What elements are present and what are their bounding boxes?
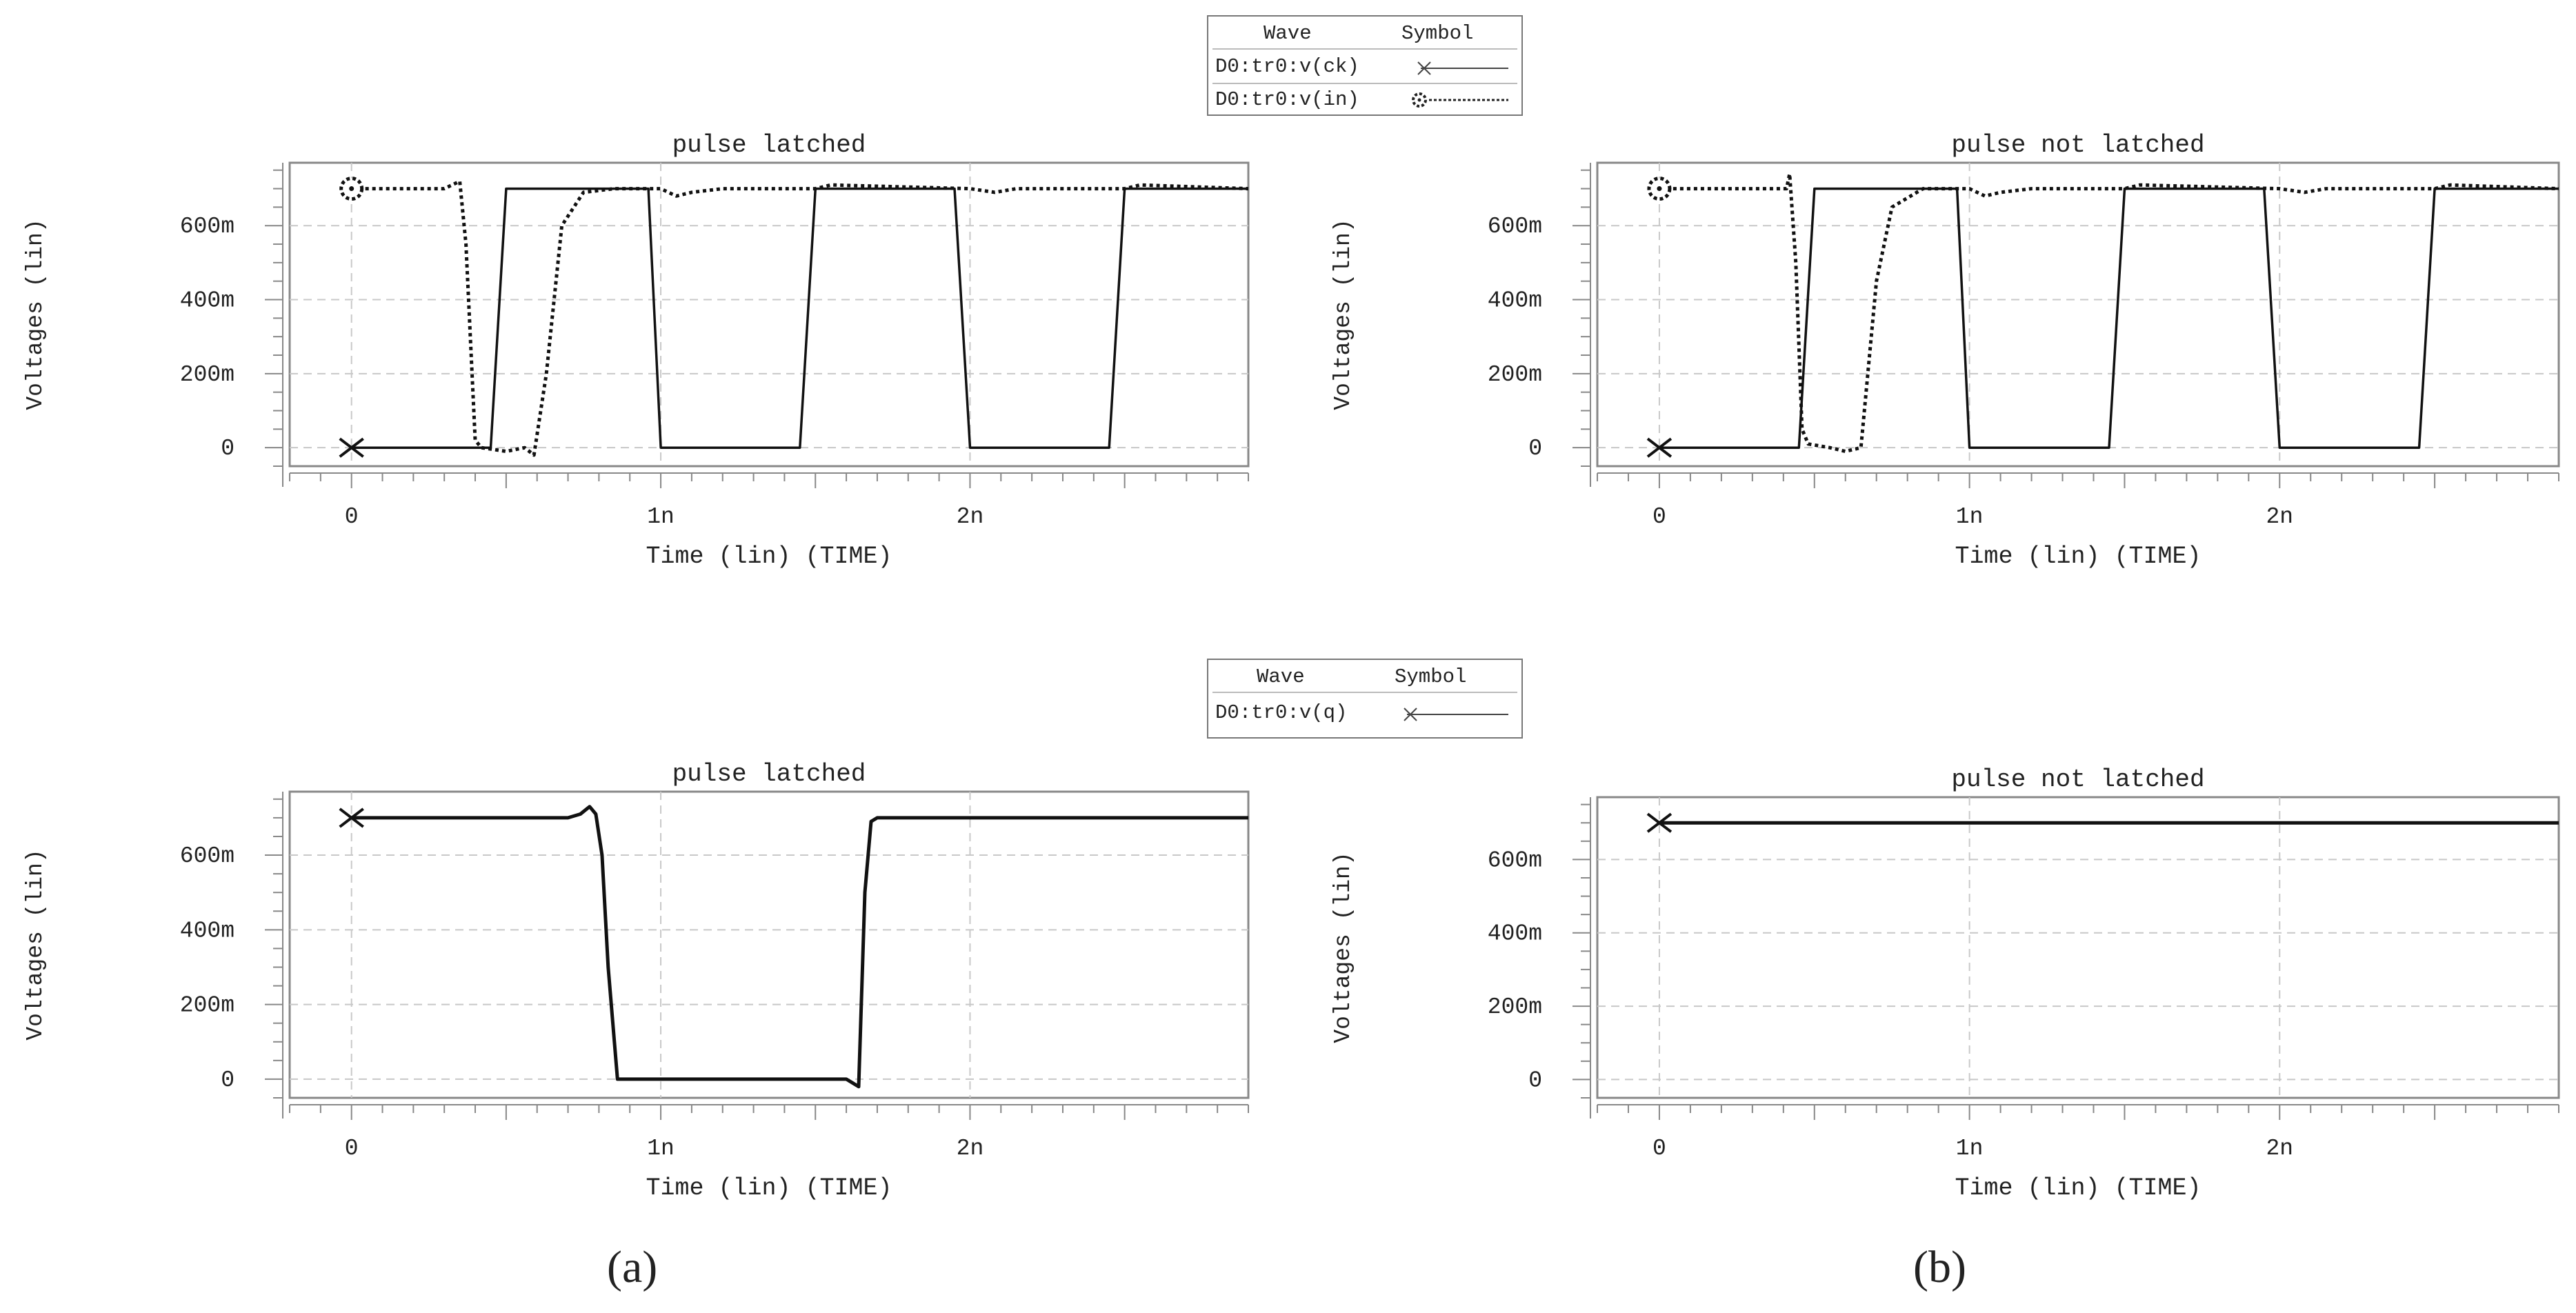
x-tick-label: 0 (1653, 1136, 1666, 1161)
legend-bottom: Wave Symbol D0:tr0:v(q) (1207, 659, 1523, 739)
plot-frame (288, 161, 1250, 468)
y-tick-label: 200m (180, 993, 234, 1019)
x-tick-label: 2n (957, 504, 984, 530)
legend-divider (1212, 692, 1517, 693)
chart-panel: 0 200m 400m 600m 0 1n 2n pulse latched Time (lin… (23, 760, 1250, 1202)
series-marker-x (339, 808, 364, 828)
chart-title: pulse latched (672, 131, 866, 159)
x-tick-label: 2n (2266, 504, 2293, 530)
y-axis-label: Voltages (lin) (1330, 219, 1356, 410)
series-line-primary (351, 187, 1248, 449)
chart-title: pulse latched (672, 760, 866, 788)
series-line-secondary (351, 179, 1248, 457)
series-marker-x (1646, 437, 1673, 458)
y-tick-label: 400m (1488, 288, 1542, 314)
x-tick-label: 0 (345, 1136, 359, 1161)
y-tick-label: 400m (180, 918, 234, 943)
y-tick-label: 0 (221, 436, 234, 461)
series-line-primary (351, 805, 1248, 1089)
legend-entry-ck: D0:tr0:v(ck) (1215, 55, 1359, 78)
marker-stroke (1646, 812, 1673, 833)
legend-symbol-o-dotted (1412, 92, 1508, 108)
panel-label-b: (b) (1913, 1242, 1966, 1292)
plot-frame (1596, 796, 2560, 1099)
y-tick-label: 0 (221, 1068, 234, 1093)
series-line-secondary (1659, 172, 2559, 453)
legend-symbol-x-solid (1417, 61, 1508, 75)
marker-stroke (339, 437, 364, 458)
x-axis-label: Time (lin) (TIME) (1955, 543, 2201, 570)
x-axis-label: Time (lin) (TIME) (1955, 1174, 2201, 1202)
legend-header-symbol: Symbol (1401, 22, 1474, 45)
y-tick-label: 400m (180, 288, 234, 314)
y-axis-label: Voltages (lin) (1330, 852, 1356, 1043)
legend-entry-q: D0:tr0:v(q) (1215, 701, 1348, 724)
series-line-primary (1659, 187, 2559, 449)
marker-dot (1657, 186, 1662, 192)
y-tick-label: 200m (1488, 362, 1542, 388)
legend-header-wave: Wave (1264, 22, 1312, 45)
plot-frame (1596, 161, 2560, 468)
y-tick-label: 0 (1528, 1068, 1542, 1093)
marker-dot (349, 186, 355, 192)
y-tick-label: 600m (1488, 214, 1542, 239)
y-tick-label: 400m (1488, 921, 1542, 947)
legend-divider (1212, 48, 1517, 50)
x-axis-label: Time (lin) (TIME) (646, 543, 892, 570)
panel-label-a: (a) (607, 1242, 658, 1292)
legend-entry-in: D0:tr0:v(in) (1215, 88, 1359, 111)
chart-title: pulse not latched (1951, 131, 2204, 159)
y-tick-label: 200m (180, 362, 234, 388)
x-tick-label: 0 (1653, 504, 1666, 530)
y-tick-label: 0 (1528, 436, 1542, 461)
series-marker-o (1647, 177, 1672, 201)
x-tick-label: 1n (647, 504, 675, 530)
series-marker-x (1646, 812, 1673, 833)
chart-panel: 0 200m 400m 600m 0 1n 2n pulse latched Time (lin… (23, 131, 1250, 570)
plot-frame (288, 790, 1250, 1099)
y-tick-label: 600m (180, 843, 234, 869)
x-tick-label: 0 (345, 504, 359, 530)
series-marker-o (339, 177, 364, 201)
y-tick-label: 600m (1488, 848, 1542, 873)
y-axis-label: Voltages (lin) (23, 219, 48, 410)
x-tick-label: 1n (1956, 504, 1984, 530)
x-tick-label: 2n (2266, 1136, 2293, 1161)
legend-header-wave: Wave (1257, 665, 1305, 688)
legend-header-symbol: Symbol (1395, 665, 1467, 688)
legend-top: Wave Symbol D0:tr0:v(ck) D0:tr0:v(in) (1207, 15, 1523, 116)
y-tick-label: 600m (180, 214, 234, 239)
series-marker-x (339, 437, 364, 458)
x-tick-label: 2n (957, 1136, 984, 1161)
chart-panel: 0 200m 400m 600m 0 1n 2n pulse not latched Time … (1330, 131, 2560, 570)
x-axis-label: Time (lin) (TIME) (646, 1174, 892, 1202)
chart-title: pulse not latched (1951, 765, 2204, 794)
y-axis-label: Voltages (lin) (23, 849, 48, 1040)
x-tick-label: 1n (647, 1136, 675, 1161)
y-tick-label: 200m (1488, 994, 1542, 1020)
legend-symbol-x-solid (1404, 708, 1508, 721)
legend-divider (1212, 83, 1517, 84)
x-tick-label: 1n (1956, 1136, 1984, 1161)
marker-stroke (1646, 437, 1673, 458)
chart-panel: 0 200m 400m 600m 0 1n 2n pulse not latched Time … (1330, 765, 2560, 1202)
marker-stroke (339, 808, 364, 828)
